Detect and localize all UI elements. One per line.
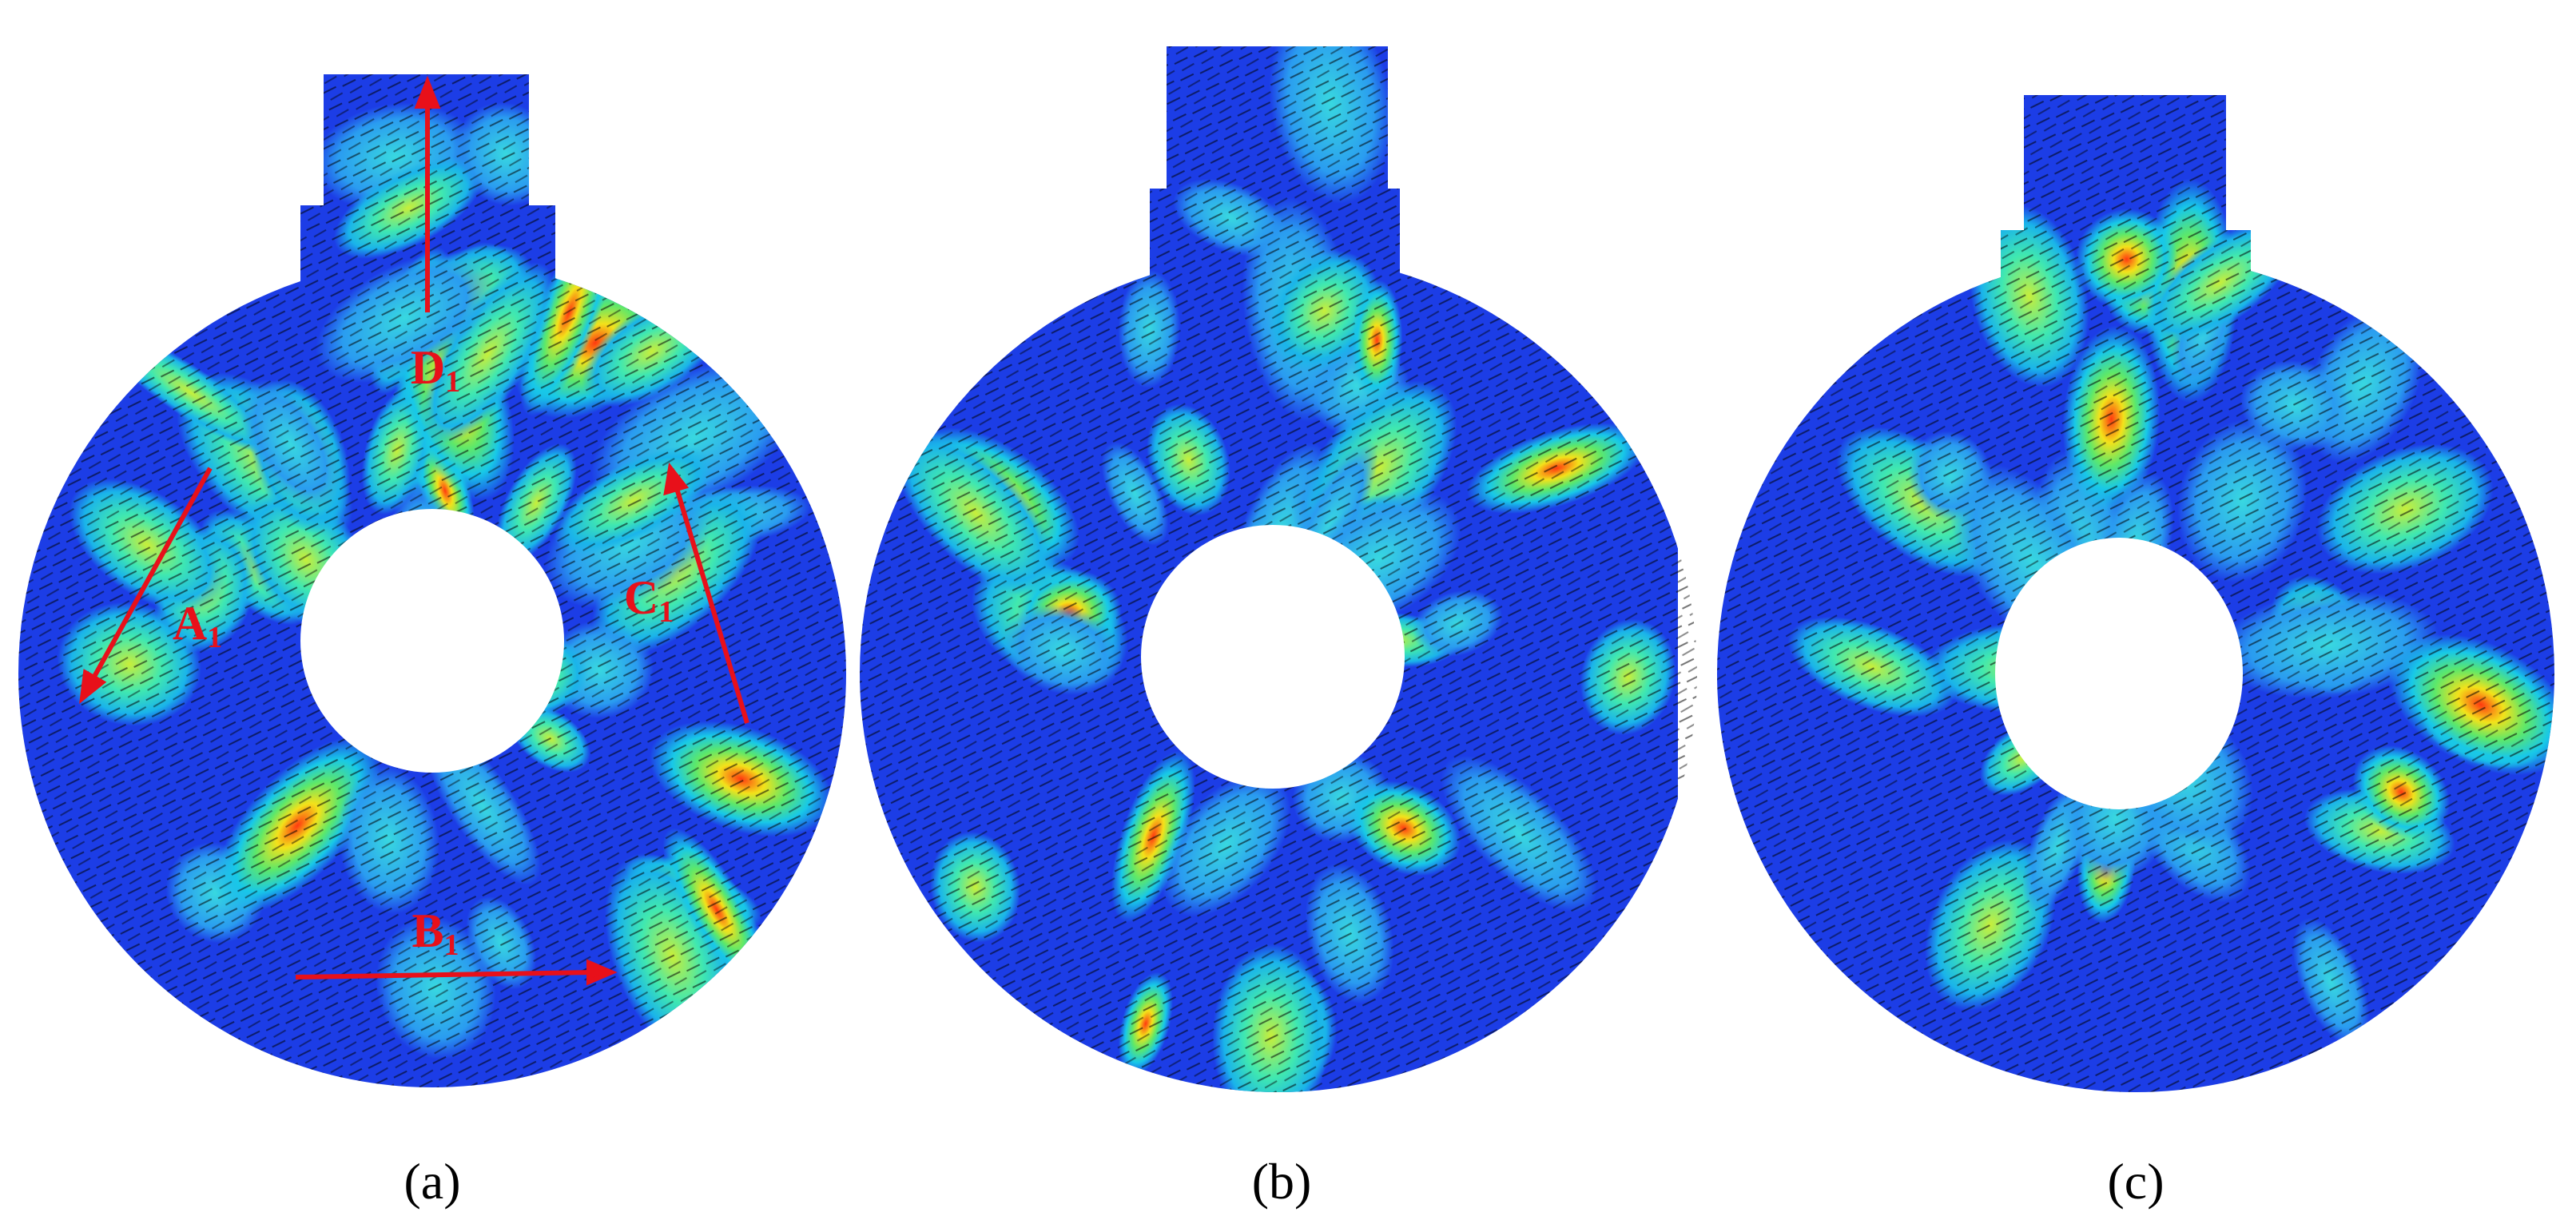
arrow-head — [586, 959, 618, 986]
panel-caption: (a) — [403, 1153, 460, 1210]
arrow-head — [79, 669, 107, 704]
arrow-head — [663, 462, 690, 496]
hub-hole — [1141, 525, 1405, 789]
annotation-subscript: 1 — [444, 928, 459, 962]
annotation-letter: D — [411, 341, 445, 394]
arrow — [89, 467, 213, 684]
panel-caption: (c) — [2107, 1153, 2164, 1210]
arrow — [674, 485, 749, 724]
hub-hole — [1995, 538, 2243, 809]
annotation-subscript: 1 — [658, 595, 674, 629]
arrow-head — [414, 75, 441, 109]
arrow — [295, 970, 594, 980]
annotation-letter: C — [624, 571, 658, 624]
annotation-letter: B — [411, 904, 443, 957]
annotation: A1 — [173, 597, 222, 654]
panel-caption: (b) — [1252, 1153, 1312, 1210]
panel-b-field — [860, 46, 1697, 1092]
annotation-letter: A — [173, 597, 207, 650]
hub-hole — [300, 509, 564, 773]
annotation: C1 — [624, 571, 674, 629]
flow-arrows — [79, 75, 749, 986]
annotation: D1 — [411, 341, 460, 399]
annotation-subscript: 1 — [207, 621, 222, 654]
annotation-subscript: 1 — [445, 365, 460, 399]
annotation: B1 — [411, 904, 459, 962]
